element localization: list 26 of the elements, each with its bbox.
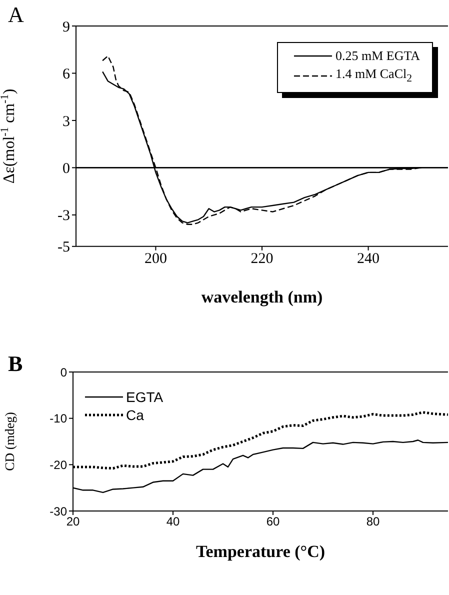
- y-tick-label: -3: [58, 208, 70, 224]
- y-tick-label: 0: [60, 365, 68, 380]
- x-tick-label: 80: [366, 514, 380, 529]
- chart-title: A: [8, 2, 24, 28]
- legend-label: EGTA: [126, 388, 164, 406]
- y-axis-title: CD (mdeg): [2, 412, 17, 471]
- y-tick-label: -30: [50, 504, 68, 518]
- y-tick-label: -5: [58, 240, 70, 256]
- y-tick-label: 6: [62, 66, 70, 83]
- x-tick-label: 240: [357, 251, 380, 268]
- x-tick-label: 200: [144, 251, 167, 268]
- chart-title: B: [8, 351, 23, 377]
- x-tick-label: 60: [266, 514, 280, 529]
- x-tick-label: 220: [250, 251, 274, 268]
- y-tick-label: 3: [62, 114, 70, 130]
- x-axis-title: wavelength (nm): [201, 287, 323, 306]
- y-tick-label: 9: [62, 19, 70, 36]
- y-tick-label: -20: [50, 458, 68, 472]
- legend-label: 1.4 mM CaCl$_{2}$: [335, 65, 412, 87]
- x-tick-label: 40: [166, 514, 180, 529]
- y-tick-label: 0: [62, 161, 70, 178]
- x-tick-label: 20: [66, 514, 80, 529]
- x-axis-title: Temperature (°C): [196, 542, 326, 561]
- legend-label: 0.25 mM EGTA: [335, 47, 420, 65]
- y-tick-label: -10: [50, 412, 68, 426]
- legend-label: Ca: [126, 406, 144, 424]
